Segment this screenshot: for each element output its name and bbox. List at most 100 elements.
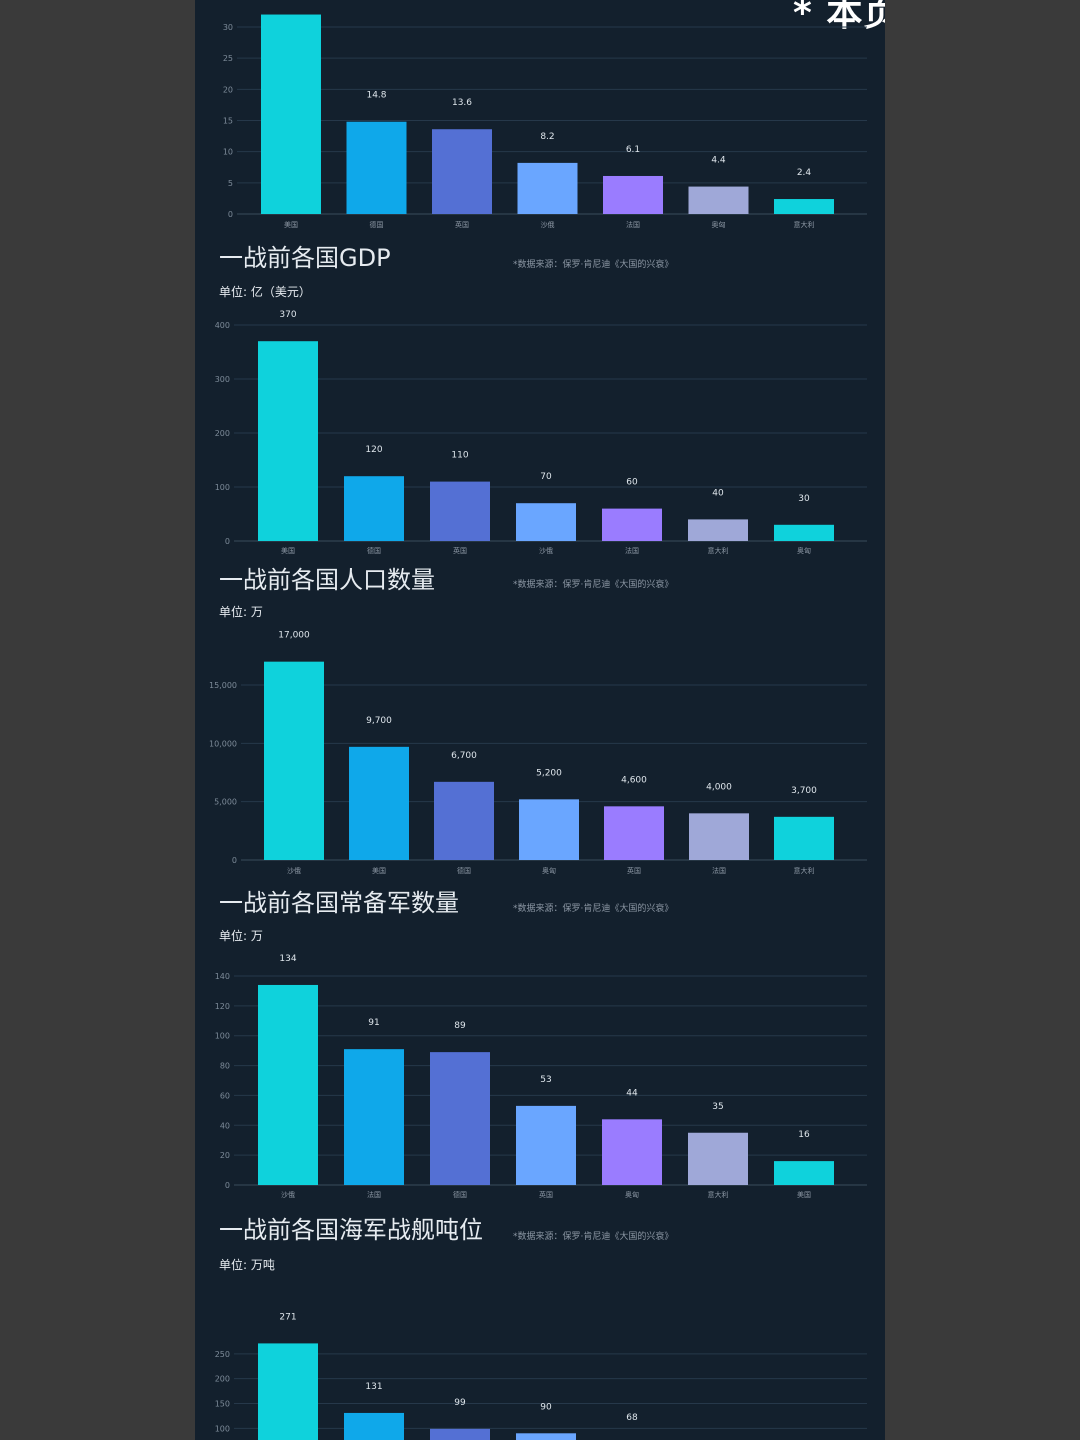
bar: [603, 175, 663, 214]
x-tick-label: 沙俄: [281, 1190, 295, 1199]
data-label: 9,700: [366, 716, 392, 726]
data-label: 91: [368, 1018, 379, 1028]
x-tick-label: 法国: [712, 866, 726, 875]
bar: [432, 129, 492, 214]
bar: [604, 806, 664, 860]
x-tick-label: 英国: [453, 546, 467, 555]
bar: [344, 476, 404, 541]
y-tick-label: 140: [215, 972, 230, 981]
x-tick-label: 美国: [284, 220, 298, 229]
x-tick-label: 意大利: [794, 220, 815, 229]
chart-source: *数据来源：保罗·肯尼迪《大国的兴衰》: [513, 1232, 674, 1242]
bar: [344, 1412, 404, 1440]
bar: [689, 813, 749, 860]
infographic-panel: * 本页建议暂停放大看 0 5 10 15 20 25 30 美国 14.8 德国 13.6 英国 8.…: [195, 0, 885, 1440]
data-label: 13.6: [452, 98, 472, 108]
chart-unit: 单位: 万吨: [219, 1258, 275, 1272]
chart-standing-army: 0 20 40 60 80 100 120 140 134 沙俄 91 法国 89 德国 53 英国 44 奥匈 3…: [215, 954, 867, 1199]
bar: [264, 661, 324, 860]
data-label: 4,600: [621, 775, 647, 785]
data-label: 8.2: [540, 132, 554, 142]
y-tick-label: 200: [215, 1375, 230, 1384]
x-tick-label: 美国: [372, 866, 386, 875]
y-tick-label: 250: [215, 1350, 230, 1359]
bar: [774, 1161, 834, 1185]
bar: [774, 199, 834, 214]
x-tick-label: 德国: [370, 220, 384, 229]
chart-population: 0 5,000 10,000 15,000 17,000 沙俄 9,700 美国 6,700 德国…: [209, 631, 867, 875]
x-tick-label: 德国: [453, 1190, 467, 1199]
data-label: 131: [365, 1382, 382, 1392]
data-label: 4.4: [711, 156, 726, 166]
y-tick-label: 0: [228, 210, 233, 219]
y-tick-label: 100: [215, 483, 230, 492]
chart-source: *数据来源：保罗·肯尼迪《大国的兴衰》: [513, 260, 674, 270]
x-tick-label: 沙俄: [287, 866, 301, 875]
data-label: 68: [626, 1413, 638, 1423]
chart-title: 一战前各国海军战舰吨位: [219, 1216, 483, 1244]
bar: [349, 746, 409, 860]
y-tick-label: 120: [215, 1002, 230, 1011]
bar: [602, 508, 662, 541]
y-tick-label: 300: [215, 375, 230, 384]
x-tick-label: 法国: [367, 1190, 381, 1199]
chart-title: 一战前各国GDP: [219, 244, 391, 272]
y-tick-label: 60: [220, 1091, 230, 1100]
x-tick-label: 意大利: [794, 866, 815, 875]
bar: [430, 1428, 490, 1440]
data-label: 14.8: [366, 91, 386, 101]
chart-1: 0 5 10 15 20 25 30 美国 14.8 德国 13.6 英国 8.2 沙俄 6.1 法国 4.4 奥…: [223, 14, 867, 229]
chart-title: 一战前各国常备军数量: [219, 889, 459, 917]
data-label: 5,200: [536, 768, 562, 778]
bar: [346, 121, 407, 214]
bar: [688, 1132, 748, 1185]
y-tick-label: 25: [223, 54, 233, 63]
data-label: 110: [451, 451, 468, 461]
x-tick-label: 美国: [281, 546, 295, 555]
chart-gdp: 0 100 200 300 400 370 美国 120 德国 110 英国 70 沙俄 60 法国 40 意大…: [215, 310, 867, 555]
data-label: 3,700: [791, 786, 817, 796]
y-tick-label: 80: [220, 1062, 230, 1071]
x-tick-label: 奥匈: [542, 866, 556, 875]
x-tick-label: 德国: [457, 866, 471, 875]
data-label: 99: [454, 1398, 466, 1408]
x-tick-label: 奥匈: [625, 1190, 639, 1199]
bar: [688, 519, 748, 541]
bar: [519, 799, 579, 860]
y-tick-label: 20: [220, 1151, 230, 1160]
y-tick-label: 10,000: [209, 739, 237, 748]
y-tick-label: 30: [223, 23, 233, 32]
bar: [258, 1343, 318, 1440]
x-tick-label: 美国: [797, 1190, 811, 1199]
bar: [774, 816, 834, 860]
y-tick-label: 40: [220, 1121, 230, 1130]
x-tick-label: 法国: [626, 220, 640, 229]
y-tick-label: 20: [223, 85, 233, 94]
data-label: 6,700: [451, 751, 477, 761]
bar: [258, 984, 318, 1185]
data-label: 30: [798, 494, 810, 504]
zoom-hint-banner: * 本页建议暂停放大看: [793, 0, 885, 34]
y-tick-label: 100: [215, 1032, 230, 1041]
x-tick-label: 英国: [627, 866, 641, 875]
data-label: 89: [454, 1021, 466, 1031]
data-label: 6.1: [626, 145, 640, 155]
data-label: 134: [279, 954, 296, 964]
x-tick-label: 德国: [367, 546, 381, 555]
data-label: 70: [540, 472, 552, 482]
bar: [688, 186, 749, 214]
data-label: 120: [365, 445, 382, 455]
y-tick-label: 0: [232, 856, 237, 865]
chart-unit: 单位: 万: [219, 605, 263, 619]
bar: [434, 781, 494, 860]
x-tick-label: 意大利: [708, 546, 729, 555]
y-tick-label: 10: [223, 148, 233, 157]
y-tick-label: 100: [215, 1424, 230, 1433]
bar: [774, 524, 834, 541]
bar: [258, 341, 318, 541]
y-tick-label: 400: [215, 321, 230, 330]
x-tick-label: 沙俄: [541, 220, 555, 229]
bar: [344, 1049, 404, 1185]
data-label: 2.4: [797, 168, 812, 178]
chart-source: *数据来源：保罗·肯尼迪《大国的兴衰》: [513, 904, 674, 914]
